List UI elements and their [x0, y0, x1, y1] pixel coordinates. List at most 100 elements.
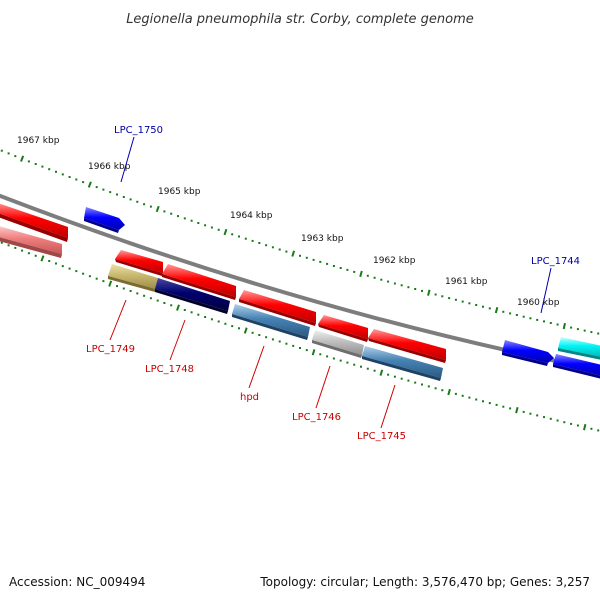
minor-tick — [183, 309, 186, 311]
minor-tick — [549, 322, 552, 324]
gene-blue-reverse-right — [553, 354, 600, 379]
gene-red-reverse-1 — [115, 250, 163, 276]
minor-tick — [366, 274, 369, 277]
minor-tick — [400, 284, 403, 287]
gene-red-reverse-3 — [239, 290, 316, 326]
gene-labels: LPC_1750 LPC_1744 LPC_1749 LPC_1748 hpd … — [86, 125, 580, 442]
minor-tick — [319, 260, 322, 263]
scale-label: 1962 kbp — [373, 256, 416, 266]
minor-tick — [597, 429, 600, 432]
minor-tick — [292, 344, 295, 347]
minor-tick — [305, 349, 308, 352]
minor-tick — [231, 325, 234, 328]
minor-tick — [251, 331, 254, 334]
inner-tick-track — [0, 241, 600, 432]
gene-red-reverse-5 — [368, 329, 446, 363]
minor-tick — [136, 200, 139, 203]
minor-tick — [190, 311, 193, 314]
minor-tick — [41, 165, 44, 168]
minor-tick — [116, 285, 118, 288]
minor-tick — [373, 276, 376, 279]
minor-tick — [102, 280, 105, 283]
minor-tick — [204, 224, 207, 227]
gene-label-reverse: LPC_1748 — [145, 364, 194, 375]
minor-tick — [285, 250, 288, 253]
minor-tick — [400, 377, 403, 380]
minor-tick — [109, 191, 112, 194]
minor-tick — [454, 392, 457, 395]
minor-tick — [265, 244, 268, 247]
gene-lpc-1745 — [362, 346, 443, 381]
minor-tick — [332, 265, 335, 267]
gene-lpc-1746 — [312, 330, 364, 358]
minor-tick — [265, 336, 268, 339]
minor-tick — [509, 407, 512, 410]
minor-tick — [482, 400, 484, 403]
major-tick — [155, 205, 160, 213]
minor-tick — [129, 198, 132, 201]
minor-tick — [95, 277, 98, 280]
minor-tick — [190, 219, 193, 222]
outer-major-ticks — [20, 155, 566, 330]
minor-tick — [163, 210, 166, 213]
major-tick — [291, 250, 296, 257]
minor-tick — [61, 265, 64, 268]
minor-tick — [421, 289, 423, 292]
minor-tick — [75, 178, 78, 181]
minor-tick — [7, 152, 10, 155]
minor-tick — [27, 252, 30, 255]
major-tick — [359, 270, 363, 278]
minor-tick — [224, 322, 227, 325]
minor-tick — [549, 417, 552, 420]
minor-tick — [68, 176, 71, 178]
major-tick — [562, 322, 566, 330]
minor-tick — [75, 270, 78, 273]
minor-tick — [488, 402, 491, 405]
minor-tick — [48, 260, 51, 262]
minor-tick — [407, 286, 410, 289]
minor-tick — [387, 280, 390, 283]
minor-tick — [27, 160, 30, 163]
scale-label: 1965 kbp — [158, 187, 201, 197]
minor-tick — [305, 256, 308, 259]
minor-tick — [393, 375, 396, 378]
minor-tick — [414, 381, 417, 384]
minor-tick — [143, 294, 146, 297]
major-tick — [583, 423, 587, 431]
minor-tick — [238, 235, 240, 238]
major-tick — [87, 181, 92, 188]
minor-tick — [143, 203, 146, 206]
minor-tick — [197, 222, 200, 224]
gene-label-reverse: hpd — [240, 392, 259, 403]
scale-label: 1963 kbp — [301, 234, 344, 244]
minor-tick — [271, 246, 274, 249]
minor-tick — [14, 246, 17, 249]
minor-tick — [61, 173, 64, 176]
minor-tick — [34, 254, 37, 257]
scale-labels: 1967 kbp 1966 kbp 1965 kbp 1964 kbp 1963… — [17, 136, 560, 308]
major-tick — [515, 407, 519, 414]
minor-tick — [488, 307, 491, 310]
minor-tick — [177, 215, 179, 218]
minor-tick — [163, 302, 166, 304]
minor-tick — [244, 237, 247, 240]
major-tick — [427, 289, 431, 296]
minor-tick — [339, 359, 342, 362]
minor-tick — [502, 310, 505, 313]
minor-tick — [299, 347, 301, 349]
minor-tick — [353, 363, 356, 366]
minor-tick — [210, 226, 213, 229]
minor-tick — [156, 299, 159, 302]
minor-tick — [34, 163, 37, 165]
minor-tick — [21, 249, 24, 252]
reverse-genes — [0, 226, 600, 381]
minor-tick — [0, 241, 3, 244]
minor-tick — [82, 272, 85, 275]
minor-tick — [68, 267, 71, 270]
minor-tick — [393, 282, 396, 285]
gene-red-reverse-4 — [318, 315, 368, 342]
minor-tick — [217, 228, 220, 231]
scale-label: 1960 kbp — [517, 298, 560, 308]
minor-tick — [570, 326, 573, 329]
map-title: Legionella pneumophila str. Corby, compl… — [126, 12, 474, 27]
